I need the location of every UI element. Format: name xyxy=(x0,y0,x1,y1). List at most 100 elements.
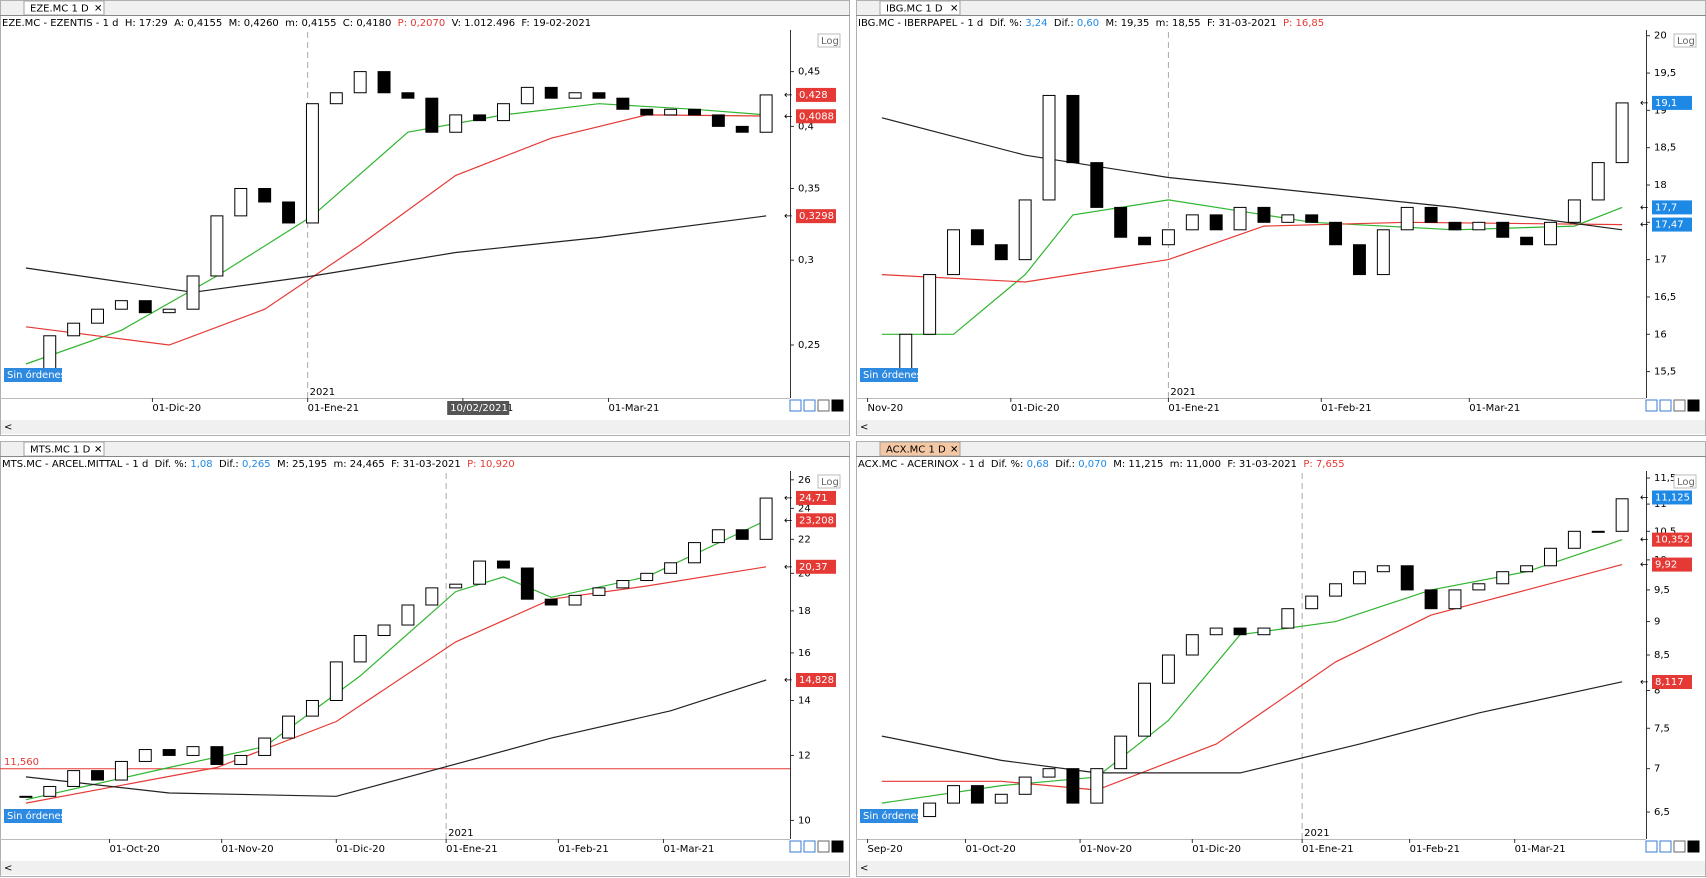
log-button[interactable] xyxy=(817,33,841,48)
tab-label[interactable]: MTS.MC 1 D xyxy=(30,445,91,456)
candle xyxy=(923,802,937,818)
candle xyxy=(305,699,319,717)
toolbar-icon[interactable] xyxy=(803,840,816,853)
candle xyxy=(1257,627,1271,636)
year-label: 2021 xyxy=(448,828,473,839)
price-label-text: 23,208 xyxy=(799,515,834,526)
candle xyxy=(1233,627,1247,636)
candle xyxy=(759,94,773,133)
tab-bar xyxy=(1,1,849,15)
tab-close[interactable]: ✕ xyxy=(950,4,958,15)
scroll-left[interactable]: < xyxy=(860,422,868,433)
price-label xyxy=(1652,95,1692,110)
toolbar-icon[interactable] xyxy=(803,399,816,412)
tab-label[interactable]: ACX.MC 1 D xyxy=(886,445,946,456)
toolbar-icon[interactable] xyxy=(1687,399,1700,412)
y-tick-label: 10,5 xyxy=(1654,526,1676,537)
log-button[interactable] xyxy=(1673,33,1697,48)
scroll-left[interactable]: < xyxy=(860,863,868,874)
header: MTS.MC - ARCEL.MITTAL - 1 d Dif. %: 1,08… xyxy=(2,459,515,470)
candle xyxy=(496,103,510,122)
candle xyxy=(1281,608,1295,629)
price-label-text: 17,7 xyxy=(1655,202,1677,213)
candle xyxy=(1209,214,1223,231)
header-segment: V: 1.012.496 F: 19-02-2021 xyxy=(445,18,591,29)
candle xyxy=(1567,199,1581,223)
tab-close[interactable]: ✕ xyxy=(94,445,102,456)
price-label-text: 8,117 xyxy=(1655,677,1684,688)
toolbar-icon[interactable] xyxy=(1687,840,1700,853)
log-button-label[interactable]: Log xyxy=(821,477,839,488)
header-segment: M: 19,35 m: 18,55 F: 31-03-2021 xyxy=(1099,18,1283,29)
toolbar-icon[interactable] xyxy=(831,399,844,412)
toolbar-icon[interactable] xyxy=(1645,840,1658,853)
price-label-text: 20,37 xyxy=(799,562,828,573)
window-frame xyxy=(0,0,850,436)
y-tick-label: 8 xyxy=(1654,685,1660,696)
y-tick-label: 0,45 xyxy=(798,67,820,78)
tab-label[interactable]: IBG.MC 1 D xyxy=(886,4,943,15)
candle xyxy=(1448,221,1462,231)
x-tick-label: 01-Mar-21 xyxy=(663,844,714,855)
header-segment: 0,68 xyxy=(1027,459,1049,470)
price-label-text: 19,1 xyxy=(1655,98,1677,109)
y-tick-label: 24 xyxy=(798,503,811,514)
log-button-label[interactable]: Log xyxy=(1677,36,1695,47)
status-label: Sin órdenes xyxy=(863,369,922,381)
log-button[interactable] xyxy=(817,474,841,489)
toolbar-icon[interactable] xyxy=(1673,399,1686,412)
candle xyxy=(1042,94,1056,201)
y-tick-label: 7,5 xyxy=(1654,723,1670,734)
y-tick-label: 17 xyxy=(1654,255,1667,266)
candle xyxy=(449,114,463,133)
price-label xyxy=(796,513,836,528)
candle xyxy=(401,92,415,99)
tab-label[interactable]: EZE.MC 1 D xyxy=(30,4,89,15)
toolbar-icon[interactable] xyxy=(789,399,802,412)
x-tick-label: 01-Mar-21 xyxy=(1515,844,1566,855)
toolbar-icon[interactable] xyxy=(789,840,802,853)
scrollbar[interactable] xyxy=(1,420,849,434)
candle xyxy=(1400,206,1414,231)
y-tick-label: 19,5 xyxy=(1654,68,1676,79)
scrollbar[interactable] xyxy=(857,420,1705,434)
tab-close[interactable]: ✕ xyxy=(950,445,958,456)
price-label-text: 24,71 xyxy=(799,493,828,504)
candle xyxy=(138,300,152,314)
candle xyxy=(1066,768,1080,804)
scrollbar[interactable] xyxy=(1,861,849,875)
candle xyxy=(162,308,176,314)
header-segment: M: 11,215 m: 11,000 F: 31-03-2021 xyxy=(1107,459,1304,470)
chart-window: ACX.MC 1 D ✕ ACX.MC - ACERINOX - 1 d Dif. … xyxy=(856,441,1706,877)
scroll-left[interactable]: < xyxy=(4,422,12,433)
scroll-left[interactable]: < xyxy=(4,863,12,874)
log-button[interactable] xyxy=(1673,474,1697,489)
toolbar-icon[interactable] xyxy=(817,840,830,853)
candle xyxy=(258,187,272,203)
log-button-label[interactable]: Log xyxy=(821,36,839,47)
candle xyxy=(114,300,128,310)
candle xyxy=(1233,206,1247,231)
y-tick-label: 0,25 xyxy=(798,340,820,351)
toolbar-icon[interactable] xyxy=(1659,399,1672,412)
toolbar-icon[interactable] xyxy=(817,399,830,412)
toolbar-icon[interactable] xyxy=(831,840,844,853)
toolbar-icon[interactable] xyxy=(1673,840,1686,853)
log-button-label[interactable]: Log xyxy=(1677,477,1695,488)
window-frame xyxy=(0,441,850,877)
header-segment: Dif.: xyxy=(1049,459,1078,470)
toolbar-icon[interactable] xyxy=(1645,399,1658,412)
price-label-text: 14,828 xyxy=(799,675,834,686)
candle xyxy=(282,715,296,739)
price-arrow: ← xyxy=(1640,560,1648,571)
candle xyxy=(473,560,487,585)
price-arrow: ← xyxy=(784,562,792,573)
x-tick-label: 01-Oct-20 xyxy=(965,844,1015,855)
toolbar-icon[interactable] xyxy=(1659,840,1672,853)
scrollbar[interactable] xyxy=(857,861,1705,875)
tab-close[interactable]: ✕ xyxy=(94,4,102,15)
header-segment: EZE.MC - EZENTIS - 1 d H: 17:29 A: 0,415… xyxy=(2,18,398,29)
y-tick-label: 22 xyxy=(798,534,811,545)
candle xyxy=(1090,768,1104,804)
window-frame xyxy=(856,441,1706,877)
